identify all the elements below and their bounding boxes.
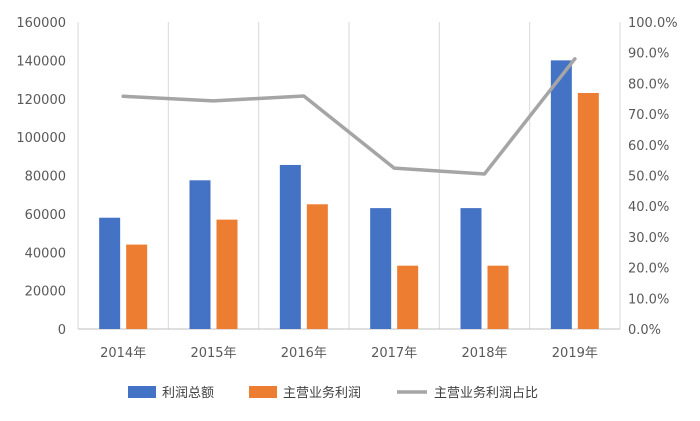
line-point xyxy=(483,172,486,176)
line-point xyxy=(302,94,306,98)
y-left-tick-label: 160000 xyxy=(16,16,66,31)
y-right-tick-label: 70.0% xyxy=(628,108,669,123)
y-right-tick-label: 100.0% xyxy=(628,16,678,31)
y-left-tick-label: 120000 xyxy=(16,93,66,108)
legend: 利润总额 主营业务利润 主营业务利润占比 xyxy=(128,385,538,401)
bar xyxy=(126,244,148,329)
bar xyxy=(189,180,211,329)
bar xyxy=(99,217,121,329)
x-tick-label: 2017年 xyxy=(371,346,417,361)
line-point xyxy=(121,94,125,98)
bar xyxy=(487,265,509,329)
x-tick-label: 2019年 xyxy=(552,346,598,361)
bars xyxy=(99,60,599,330)
bar xyxy=(577,92,599,330)
x-tick-label: 2016年 xyxy=(281,346,327,361)
bar xyxy=(216,219,238,329)
bar xyxy=(550,60,572,329)
bar xyxy=(279,164,301,329)
x-tick-label: 2014年 xyxy=(100,346,146,361)
bar xyxy=(460,208,482,329)
y-right-tick-label: 30.0% xyxy=(628,231,669,246)
grid-lines xyxy=(77,22,621,330)
axes: 0 20000 40000 60000 80000 100000 120000 140000 1… xyxy=(16,16,677,361)
legend-swatch xyxy=(128,386,156,398)
legend-label: 主营业务利润占比 xyxy=(434,385,538,401)
y-right-tick-label: 20.0% xyxy=(628,262,669,277)
bar xyxy=(370,208,392,329)
y-right-tick-label: 80.0% xyxy=(628,77,669,92)
y-left-tick-label: 0 xyxy=(58,323,66,338)
y-left-tick-label: 20000 xyxy=(25,285,66,300)
x-tick-label: 2015年 xyxy=(190,346,236,361)
line-point xyxy=(392,166,396,170)
y-left-tick-label: 40000 xyxy=(25,246,66,261)
ratio-line xyxy=(121,57,577,176)
legend-swatch xyxy=(249,386,277,398)
line-point xyxy=(212,99,215,103)
y-right-tick-label: 90.0% xyxy=(628,47,669,62)
bar xyxy=(306,204,328,329)
legend-label: 主营业务利润 xyxy=(283,385,361,401)
y-right-tick-label: 10.0% xyxy=(628,292,669,307)
y-right-tick-label: 60.0% xyxy=(628,139,669,154)
line-point xyxy=(573,57,577,61)
y-left-tick-label: 140000 xyxy=(16,54,66,69)
x-tick-label: 2018年 xyxy=(461,346,507,361)
y-right-tick-label: 40.0% xyxy=(628,200,669,215)
legend-label: 利润总额 xyxy=(162,386,214,401)
ratio-line-path xyxy=(121,57,577,176)
y-left-tick-label: 60000 xyxy=(25,208,66,223)
y-right-tick-label: 0.0% xyxy=(628,323,661,338)
y-right-tick-label: 50.0% xyxy=(628,170,669,185)
y-left-tick-label: 80000 xyxy=(25,170,66,185)
y-left-tick-label: 100000 xyxy=(16,131,66,146)
bar xyxy=(397,265,419,329)
